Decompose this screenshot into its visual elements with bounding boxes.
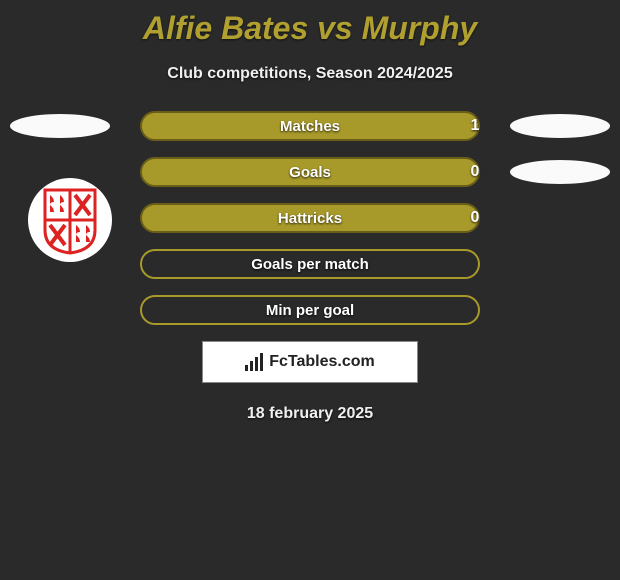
- stat-label: Matches: [280, 118, 340, 135]
- marker-ellipse-left: [10, 114, 110, 138]
- brand-text: FcTables.com: [269, 353, 375, 371]
- page-title: Alfie Bates vs Murphy: [0, 0, 620, 47]
- date-label: 18 february 2025: [0, 405, 620, 423]
- subtitle: Club competitions, Season 2024/2025: [0, 65, 620, 83]
- stat-label: Goals: [289, 164, 331, 181]
- stat-pill: Goals: [140, 157, 480, 187]
- stat-row: Goals 0: [0, 157, 620, 187]
- player-b-name: Murphy: [362, 10, 478, 46]
- stat-row: Min per goal: [0, 295, 620, 325]
- stat-label: Hattricks: [278, 210, 342, 227]
- brand-badge: FcTables.com: [202, 341, 418, 383]
- stat-value-right: 0: [455, 203, 495, 233]
- player-a-name: Alfie Bates: [143, 10, 308, 46]
- marker-ellipse-right: [510, 114, 610, 138]
- stat-value-right: 1: [455, 111, 495, 141]
- shield-icon: [40, 185, 100, 255]
- stat-pill: Min per goal: [140, 295, 480, 325]
- club-crest: [28, 178, 112, 262]
- stat-row: Matches 1: [0, 111, 620, 141]
- stat-label: Min per goal: [266, 302, 354, 319]
- vs-label: vs: [317, 10, 353, 46]
- stat-pill: Matches: [140, 111, 480, 141]
- stat-pill: Goals per match: [140, 249, 480, 279]
- stat-label: Goals per match: [251, 256, 369, 273]
- bar-chart-icon: [245, 353, 263, 371]
- stat-pill: Hattricks: [140, 203, 480, 233]
- marker-ellipse-right: [510, 160, 610, 184]
- stat-value-right: 0: [455, 157, 495, 187]
